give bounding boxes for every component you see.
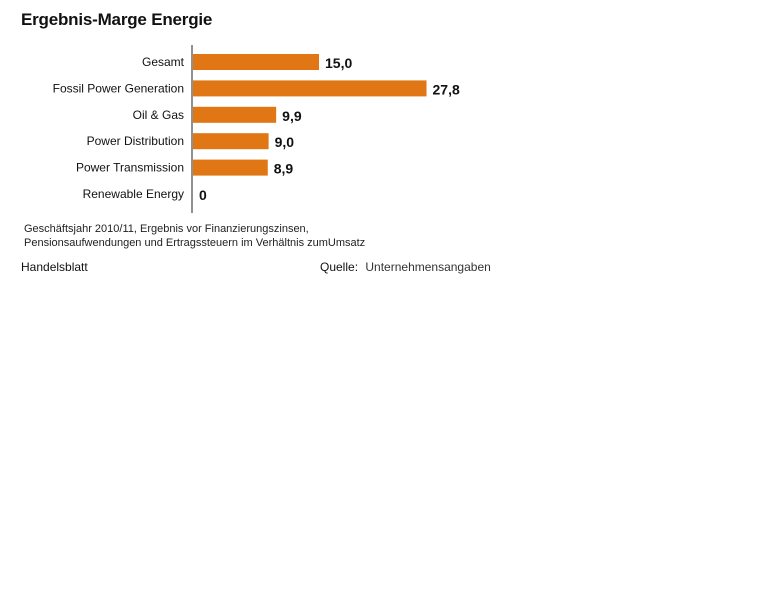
bar <box>193 159 268 176</box>
bar <box>193 133 269 150</box>
category-label: Fossil Power Generation <box>53 81 184 95</box>
footnote-line-2: Pensionsaufwendungen und Ertragssteuern … <box>24 237 366 249</box>
footnote-line-1: Geschäftsjahr 2010/11, Ergebnis vor Fina… <box>24 223 309 235</box>
value-label: 9,0 <box>275 134 295 150</box>
chart-title: Ergebnis-Marge Energie <box>21 10 213 29</box>
bars-layer: Gesamt 15,0 Fossil Power Generation 27,8 Oil… <box>53 54 460 203</box>
bar <box>193 106 277 123</box>
source-value: Unternehmensangaben <box>365 260 491 274</box>
value-label: 15,0 <box>325 55 352 71</box>
value-label: 0 <box>199 187 207 203</box>
category-label: Renewable Energy <box>83 187 184 201</box>
chart-footnote: Geschäftsjahr 2010/11, Ergebnis vor Fina… <box>24 222 444 250</box>
source-label: Quelle: <box>320 260 359 274</box>
publisher-credit: Handelsblatt <box>21 260 88 274</box>
value-label: 27,8 <box>433 81 460 97</box>
category-label: Gesamt <box>142 55 185 69</box>
bar-chart: Gesamt 15,0 Fossil Power Generation 27,8 Oil… <box>53 45 460 213</box>
value-label: 9,9 <box>282 108 302 124</box>
value-label: 8,9 <box>274 161 294 177</box>
source-credit: Quelle: Unternehmensangaben <box>320 260 491 274</box>
category-label: Power Transmission <box>76 161 184 175</box>
bar <box>193 54 319 70</box>
category-label: Power Distribution <box>87 134 184 148</box>
category-label: Oil & Gas <box>133 108 184 122</box>
bar <box>193 80 427 97</box>
